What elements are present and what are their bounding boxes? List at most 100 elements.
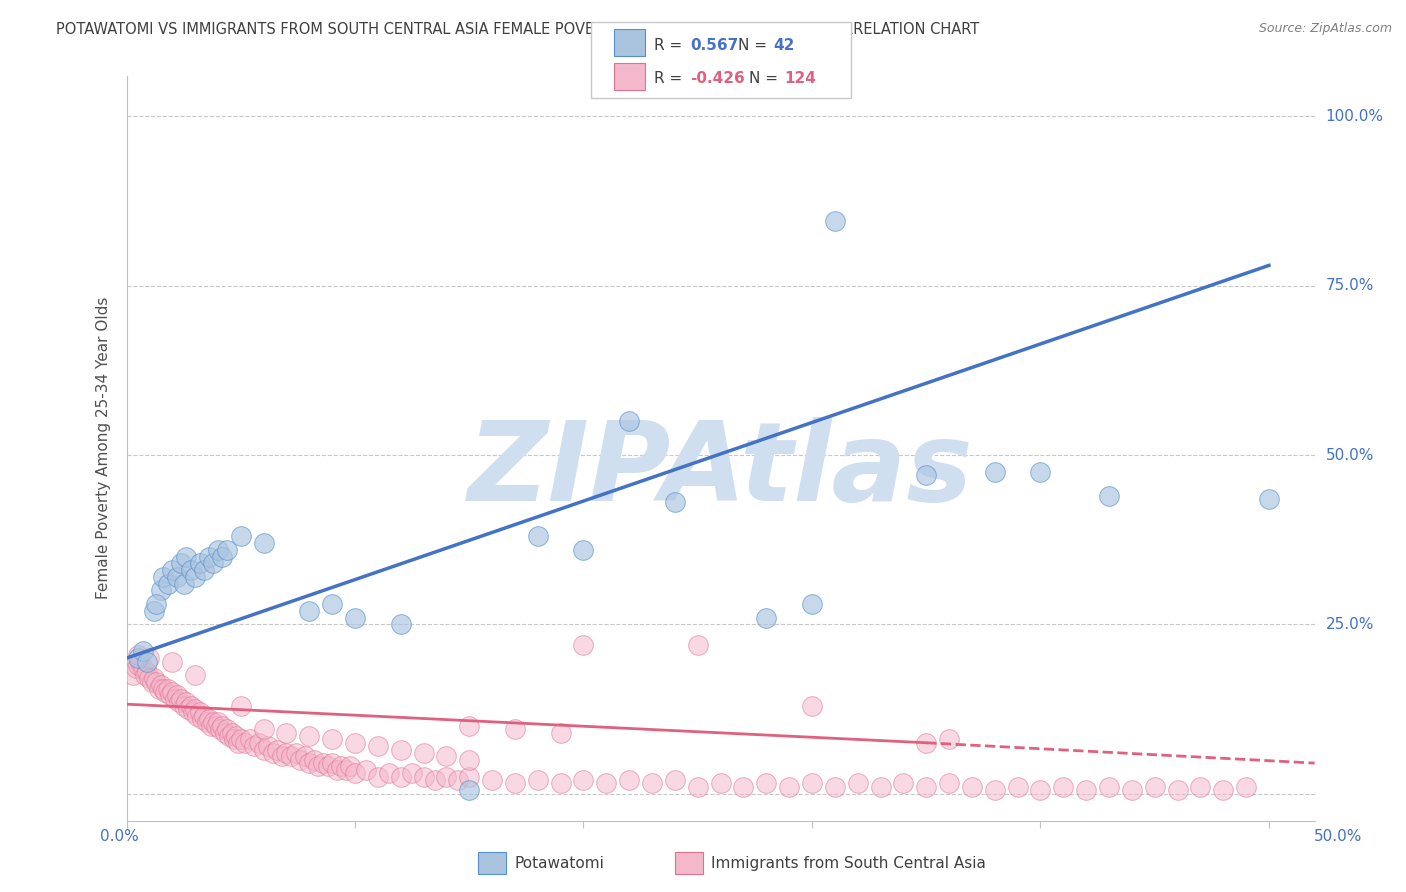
Point xyxy=(170,557,193,571)
Point xyxy=(229,698,252,713)
Point xyxy=(550,725,572,739)
Point xyxy=(160,655,183,669)
Point xyxy=(389,617,412,632)
Point xyxy=(335,763,357,777)
Point xyxy=(145,597,167,611)
Point xyxy=(298,604,321,618)
Point xyxy=(184,570,207,584)
Point xyxy=(801,597,824,611)
Point xyxy=(302,753,325,767)
Point xyxy=(321,597,343,611)
Point xyxy=(846,776,869,790)
Point xyxy=(131,644,153,658)
Point xyxy=(801,776,824,790)
Point xyxy=(1052,780,1074,794)
Point xyxy=(276,725,298,739)
Point xyxy=(221,725,243,739)
Text: 100.0%: 100.0% xyxy=(1326,109,1384,124)
Point xyxy=(197,712,219,726)
Point xyxy=(217,723,239,737)
Point xyxy=(367,739,389,753)
Text: 0.567: 0.567 xyxy=(690,38,738,53)
Point xyxy=(378,766,401,780)
Point xyxy=(184,702,207,716)
Point xyxy=(257,739,280,753)
Point xyxy=(339,759,361,773)
Point xyxy=(202,715,225,730)
Point xyxy=(177,702,200,716)
Point xyxy=(284,746,307,760)
Text: Source: ZipAtlas.com: Source: ZipAtlas.com xyxy=(1258,22,1392,36)
Point xyxy=(321,732,343,747)
Point xyxy=(124,661,148,675)
Text: N =: N = xyxy=(749,71,783,87)
Point xyxy=(686,638,709,652)
Point xyxy=(211,549,233,564)
Point xyxy=(367,770,389,784)
Point xyxy=(915,468,938,483)
Text: 124: 124 xyxy=(785,71,817,87)
Point xyxy=(181,706,204,720)
Point xyxy=(170,691,193,706)
Point xyxy=(247,736,270,750)
Point xyxy=(298,729,321,743)
Point xyxy=(195,715,218,730)
Point xyxy=(127,651,149,665)
Y-axis label: Female Poverty Among 25-34 Year Olds: Female Poverty Among 25-34 Year Olds xyxy=(96,297,111,599)
Point xyxy=(211,719,233,733)
Text: 42: 42 xyxy=(773,38,794,53)
Point xyxy=(1167,783,1189,797)
Point xyxy=(214,725,236,739)
Point xyxy=(458,719,481,733)
Point xyxy=(503,776,526,790)
Point xyxy=(343,736,366,750)
Point xyxy=(276,746,298,760)
Point xyxy=(356,763,378,777)
Point xyxy=(193,708,215,723)
Point xyxy=(915,736,938,750)
Point xyxy=(166,570,188,584)
Point xyxy=(159,689,181,703)
Point xyxy=(330,759,353,773)
Point xyxy=(938,776,960,790)
Point xyxy=(984,783,1007,797)
Point xyxy=(481,772,503,787)
Point xyxy=(204,719,226,733)
Point xyxy=(138,672,160,686)
Point xyxy=(145,674,167,689)
Point xyxy=(179,698,202,713)
Point xyxy=(294,749,316,764)
Point xyxy=(143,672,166,686)
Point xyxy=(503,723,526,737)
Point xyxy=(664,495,686,509)
Point xyxy=(174,695,197,709)
Point xyxy=(173,698,195,713)
Point xyxy=(127,648,149,662)
Point xyxy=(1029,465,1052,479)
Text: 25.0%: 25.0% xyxy=(1326,616,1374,632)
Point xyxy=(824,780,846,794)
Point xyxy=(447,772,470,787)
Point xyxy=(550,776,572,790)
Point xyxy=(801,698,824,713)
Point xyxy=(458,783,481,797)
Point xyxy=(1143,780,1166,794)
Point xyxy=(290,753,312,767)
Point xyxy=(938,732,960,747)
Point xyxy=(312,756,335,770)
Point xyxy=(733,780,755,794)
Point xyxy=(572,772,595,787)
Point xyxy=(686,780,709,794)
Point xyxy=(207,715,229,730)
Point xyxy=(160,563,183,577)
Text: 0.0%: 0.0% xyxy=(100,830,139,844)
Point xyxy=(155,685,177,699)
Point xyxy=(149,678,172,692)
Point xyxy=(173,576,195,591)
Point xyxy=(188,557,211,571)
Point xyxy=(316,759,339,773)
Point xyxy=(641,776,664,790)
Point xyxy=(179,563,202,577)
Point xyxy=(1007,780,1029,794)
Point xyxy=(233,736,256,750)
